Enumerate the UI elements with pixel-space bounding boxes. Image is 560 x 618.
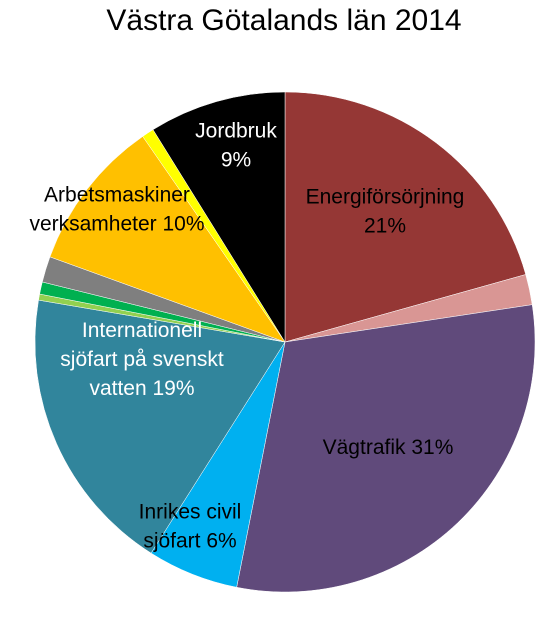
- slice-label-line: 21%: [364, 215, 406, 238]
- pie-slice-energiforsorjning-0: [284, 91, 527, 343]
- slice-label-line: sjöfart på svenskt: [60, 348, 224, 371]
- slice-label-line: Jordbruk: [195, 120, 277, 143]
- slice-label-line: Energiförsörjning: [306, 186, 465, 209]
- slice-label-jordbruk-10: Jordbruk 9%: [195, 120, 277, 172]
- pie-slice-internationell-sjofart-pa-svenskt-vatten-4: [34, 299, 286, 554]
- chart-title: Västra Götalands län 2014: [106, 4, 461, 37]
- pie-slice-arbetsmaskiner-verksamheter-8: [49, 136, 286, 343]
- slice-label-line: Internationell: [82, 319, 202, 342]
- pie-slice-vagtrafik-2: [236, 304, 536, 593]
- slice-label-line: vatten 19%: [89, 377, 194, 400]
- slice-label-line: 9%: [221, 149, 251, 172]
- slice-label-inrikes-civil-sjofart-3: Inrikes civil sjöfart 6%: [139, 501, 242, 553]
- pie-slices: [34, 91, 536, 593]
- slice-label-line: Vägtrafik 31%: [323, 436, 454, 459]
- slice-label-line: verksamheter 10%: [29, 213, 204, 236]
- pie-labels: Energiförsörjning 21% Vägtrafik 31% Inrikes…: [29, 120, 464, 553]
- slice-label-arbetsmaskiner-verksamheter-8: Arbetsmaskiner verksamheter 10%: [29, 184, 204, 236]
- slice-label-line: Inrikes civil: [139, 501, 242, 524]
- pie-slice-jordbruk-10: [152, 91, 286, 343]
- slice-label-line: sjöfart 6%: [143, 530, 236, 553]
- slice-label-internationell-sjofart-pa-svenskt-vatten-4: Internationell sjöfart på svenskt vatten 1…: [60, 319, 224, 400]
- slice-label-energiforsorjning-0: Energiförsörjning 21%: [306, 186, 465, 238]
- slice-label-vagtrafik-2: Vägtrafik 31%: [323, 436, 454, 459]
- slice-label-line: Arbetsmaskiner: [44, 184, 190, 207]
